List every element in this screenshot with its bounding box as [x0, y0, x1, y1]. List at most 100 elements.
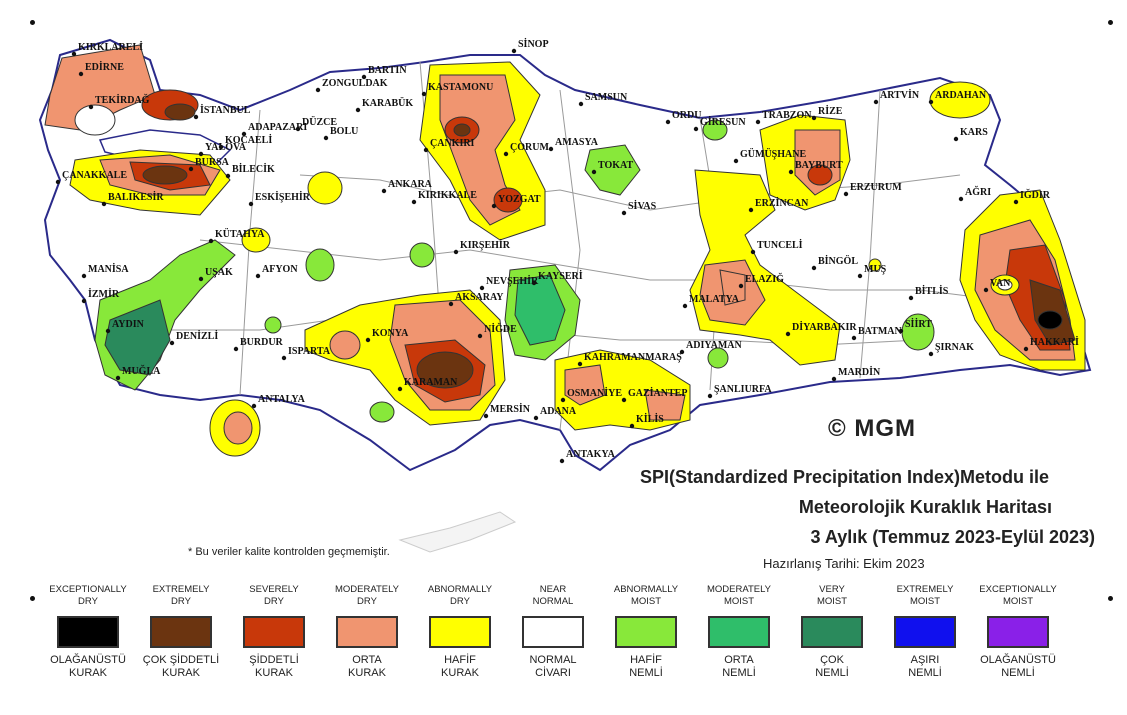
city-label: NEVŞEHİR — [486, 275, 539, 287]
city-dot — [750, 249, 756, 255]
city-dot — [453, 249, 459, 255]
city-dot — [953, 136, 959, 142]
city-label: MUŞ — [864, 264, 887, 275]
city-marker: ARTVİN — [873, 89, 920, 105]
city-marker: TRABZON — [755, 110, 812, 125]
city-dot — [621, 397, 627, 403]
city-marker: ZONGULDAK — [315, 78, 388, 93]
city-label: KÜTAHYA — [215, 227, 265, 240]
city-marker: MERSİN — [483, 403, 531, 419]
city-dot — [115, 375, 121, 381]
city-label: YALOVA — [205, 142, 247, 153]
zones — [44, 44, 1086, 457]
city-marker: ERZURUM — [843, 182, 902, 197]
city-marker: ORDU — [665, 110, 701, 125]
legend-tr-label: AŞIRI NEMLİ — [908, 654, 942, 679]
city-dot — [679, 349, 685, 355]
city-dot — [295, 126, 301, 132]
city-dot — [898, 328, 904, 334]
city-marker: ADANA — [533, 406, 577, 421]
city-label: KİLİS — [636, 413, 664, 425]
city-label: SAMSUN — [585, 92, 628, 103]
city-marker: MANİSA — [81, 263, 129, 279]
city-marker: İZMİR — [81, 288, 120, 304]
city-label: AMASYA — [555, 137, 599, 148]
corner-dot — [30, 596, 35, 601]
city-marker: MUŞ — [857, 264, 887, 279]
copyright-mgm: © MGM — [828, 415, 917, 442]
city-dot — [755, 119, 761, 125]
city-dot — [71, 51, 77, 57]
city-label: ANKARA — [388, 179, 433, 190]
city-dot — [831, 376, 837, 382]
city-dot — [533, 415, 539, 421]
city-marker: ADIYAMAN — [679, 340, 743, 355]
city-label: TUNCELİ — [757, 239, 803, 251]
legend-item-severely-dry: SEVERELY DRY ŞİDDETLİ KURAK — [228, 584, 320, 680]
city-label: ARDAHAN — [935, 90, 987, 101]
city-dot — [531, 280, 537, 286]
city-label: ELAZIĞ — [745, 272, 784, 285]
city-marker: ELAZIĞ — [738, 272, 784, 289]
city-label: TRABZON — [762, 110, 812, 121]
city-dot — [591, 169, 597, 175]
city-label: ADIYAMAN — [686, 340, 743, 351]
city-dot — [248, 201, 254, 207]
city-label: ERZİNCAN — [755, 197, 809, 209]
city-dot — [665, 119, 671, 125]
map-title-line1: SPI(Standardized Precipitation Index)Met… — [640, 467, 1050, 487]
city-marker: BALIKESİR — [101, 191, 164, 207]
prepared-date: Hazırlanış Tarihi: Ekim 2023 — [763, 556, 925, 571]
city-label: GAZİANTEP — [628, 387, 687, 399]
city-label: EDİRNE — [85, 61, 124, 73]
legend-en-label: ABNORMALLY DRY — [427, 584, 493, 607]
legend-swatch — [336, 616, 398, 648]
city-label: ADANA — [540, 406, 577, 417]
city-marker: BİNGÖL — [811, 254, 858, 271]
city-marker: SAMSUN — [578, 92, 628, 107]
city-dot — [208, 238, 214, 244]
city-marker: IĞDIR — [1013, 188, 1051, 205]
city-marker: MUĞLA — [115, 364, 161, 381]
city-label: ARTVİN — [880, 89, 920, 101]
city-label: BATMAN — [858, 326, 902, 337]
city-marker: TEKİRDAĞ — [88, 93, 150, 110]
city-dot — [908, 295, 914, 301]
city-dot — [503, 151, 509, 157]
city-label: BURSA — [195, 157, 230, 168]
legend-item-very-moist: VERY MOIST ÇOK NEMLİ — [786, 584, 878, 680]
city-label: UŞAK — [205, 267, 233, 278]
city-marker: VAN — [983, 278, 1011, 293]
city-dot — [479, 285, 485, 291]
city-label: MANİSA — [88, 263, 129, 275]
legend-swatch — [243, 616, 305, 648]
city-marker: İSTANBUL — [193, 104, 251, 120]
legend-en-label: EXCEPTIONALLY MOIST — [979, 584, 1057, 607]
city-dot — [559, 458, 565, 464]
city-dot — [421, 91, 427, 97]
city-label: IĞDIR — [1020, 188, 1051, 201]
city-label: TEKİRDAĞ — [95, 93, 150, 106]
city-marker: BİTLİS — [908, 285, 949, 301]
city-dot — [693, 126, 699, 132]
city-label: KAYSERİ — [538, 270, 583, 282]
city-marker: DİYARBAKIR — [785, 321, 857, 337]
city-dot — [560, 397, 566, 403]
city-dot — [578, 101, 584, 107]
city-label: HAKKARİ — [1030, 336, 1079, 348]
city-marker: ANTALYA — [251, 394, 306, 409]
city-marker: BATMAN — [851, 326, 902, 341]
city-dot — [169, 340, 175, 346]
city-dot — [411, 199, 417, 205]
city-marker: DÜZCE — [295, 115, 337, 132]
city-marker: BİLECİK — [225, 163, 275, 179]
city-dot — [477, 333, 483, 339]
city-label: DÜZCE — [302, 115, 337, 128]
city-dot — [811, 265, 817, 271]
city-marker: BURDUR — [233, 337, 284, 352]
city-marker: MALATYA — [682, 294, 740, 309]
city-marker: BARTIN — [361, 65, 407, 80]
city-marker: KÜTAHYA — [208, 227, 265, 244]
city-label: MALATYA — [689, 294, 740, 305]
legend: EXCEPTIONALLY DRY OLAĞANÜSTÜ KURAK EXTRE… — [42, 584, 1102, 694]
